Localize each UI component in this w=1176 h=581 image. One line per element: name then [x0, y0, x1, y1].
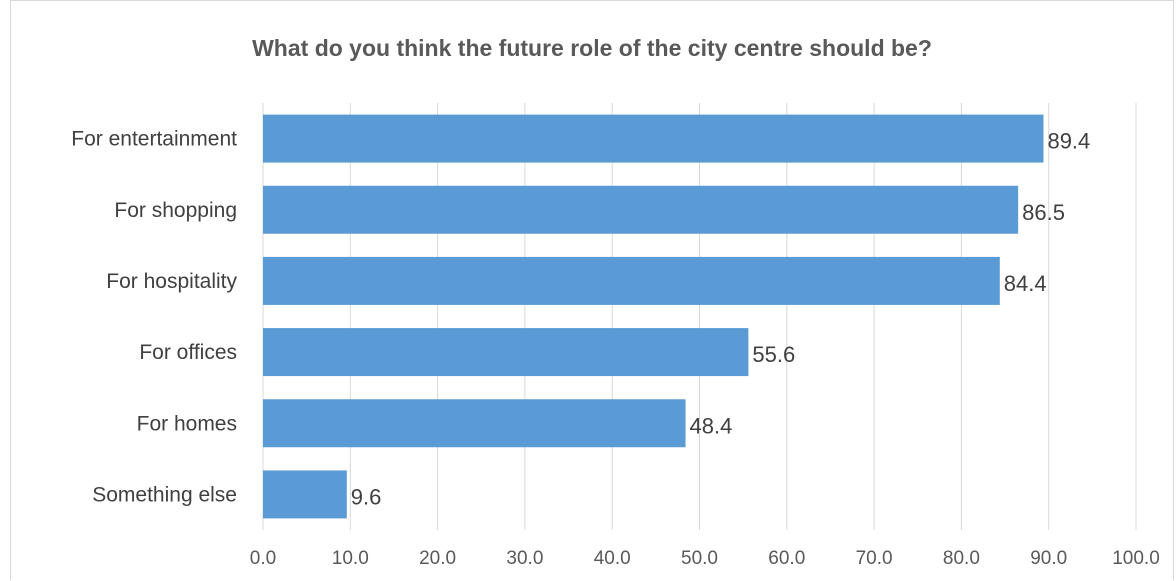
labels: 0.0 10.0 20.0 30.0 40.0 50.0 60.0 70.0 80.0 90.0 1…	[71, 128, 1160, 569]
x-tick-label: 90.0	[1030, 548, 1067, 569]
chart-title: What do you think the future role of the…	[252, 35, 932, 61]
x-tick-label: 80.0	[943, 548, 980, 569]
bar	[263, 328, 749, 377]
data-label: 48.4	[690, 413, 733, 438]
x-tick-label: 60.0	[768, 548, 805, 569]
category-label: For offices	[139, 341, 237, 364]
data-label: 9.6	[351, 484, 382, 509]
x-tick-label: 70.0	[856, 548, 893, 569]
bar	[263, 185, 1019, 234]
x-tick-label: 50.0	[681, 548, 718, 569]
x-tick-label: 0.0	[250, 548, 276, 569]
bars	[263, 114, 1044, 519]
x-tick-label: 100.0	[1112, 548, 1160, 569]
category-label: Something else	[92, 483, 237, 506]
category-label: For entertainment	[71, 128, 237, 151]
x-tick-label: 10.0	[332, 548, 369, 569]
bar	[263, 114, 1044, 163]
category-label: For hospitality	[106, 270, 237, 293]
x-tick-label: 30.0	[506, 548, 543, 569]
data-label: 55.6	[752, 342, 795, 367]
x-tick-label: 40.0	[594, 548, 631, 569]
x-tick-label: 20.0	[419, 548, 456, 569]
gridlines	[262, 103, 1137, 530]
data-label: 86.5	[1022, 200, 1065, 225]
bar	[263, 256, 1000, 305]
data-label: 84.4	[1004, 271, 1047, 296]
bar	[263, 399, 686, 448]
category-label: For homes	[137, 412, 237, 435]
data-label: 89.4	[1047, 129, 1090, 154]
category-label: For shopping	[114, 199, 237, 222]
bar	[263, 470, 347, 519]
